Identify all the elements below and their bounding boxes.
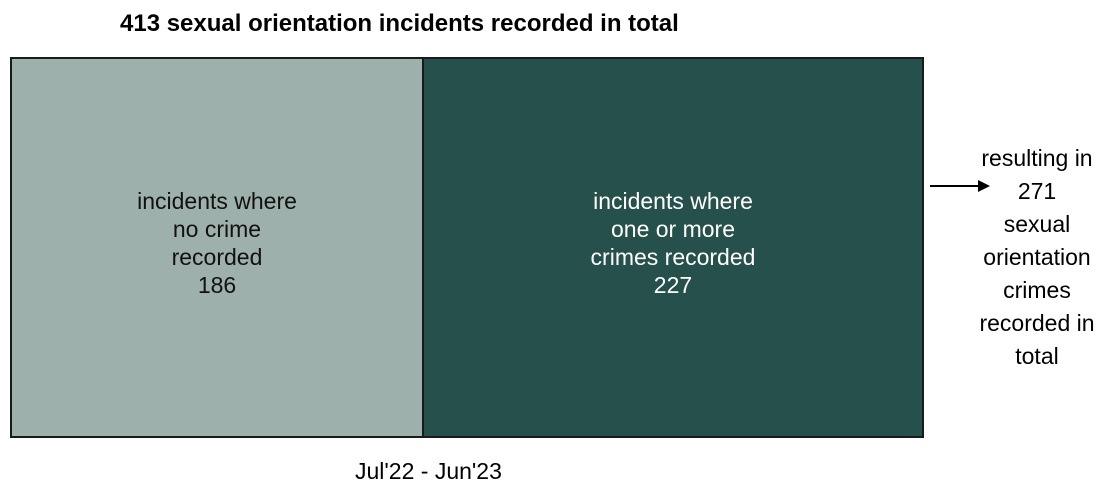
result-line1: resulting in xyxy=(981,145,1093,171)
segment-no-crime: incidents where no crime recorded 186 xyxy=(12,59,424,436)
result-line4: orientation xyxy=(983,244,1091,270)
result-note: resulting in 271 sexual orientation crim… xyxy=(962,142,1112,373)
incidents-bar: incidents where no crime recorded 186 in… xyxy=(10,57,924,438)
period-label: Jul'22 - Jun'23 xyxy=(355,458,502,484)
segment-crime-text: incidents where one or more crimes recor… xyxy=(591,187,756,299)
result-line5: crimes xyxy=(1003,277,1071,303)
segment-no-crime-line2: no crime xyxy=(172,215,262,242)
segment-no-crime-line3: recorded xyxy=(171,243,263,270)
result-line3: sexual xyxy=(1003,211,1071,237)
segment-crime-line2: one or more xyxy=(610,215,735,242)
segment-no-crime-line1: incidents where xyxy=(137,187,297,214)
result-line6: recorded in xyxy=(979,310,1095,336)
result-line7: total xyxy=(1015,343,1059,369)
segment-crime-value: 227 xyxy=(653,271,693,298)
segment-no-crime-text: incidents where no crime recorded 186 xyxy=(137,187,297,299)
segment-crime-line3: crimes recorded xyxy=(590,243,756,270)
segment-crime-line1: incidents where xyxy=(593,187,753,214)
segment-no-crime-value: 186 xyxy=(197,271,237,298)
result-count: 271 xyxy=(1017,178,1057,204)
diagram-title: 413 sexual orientation incidents recorde… xyxy=(120,10,679,37)
segment-crime: incidents where one or more crimes recor… xyxy=(424,59,922,436)
arrow-right-icon xyxy=(930,180,990,192)
